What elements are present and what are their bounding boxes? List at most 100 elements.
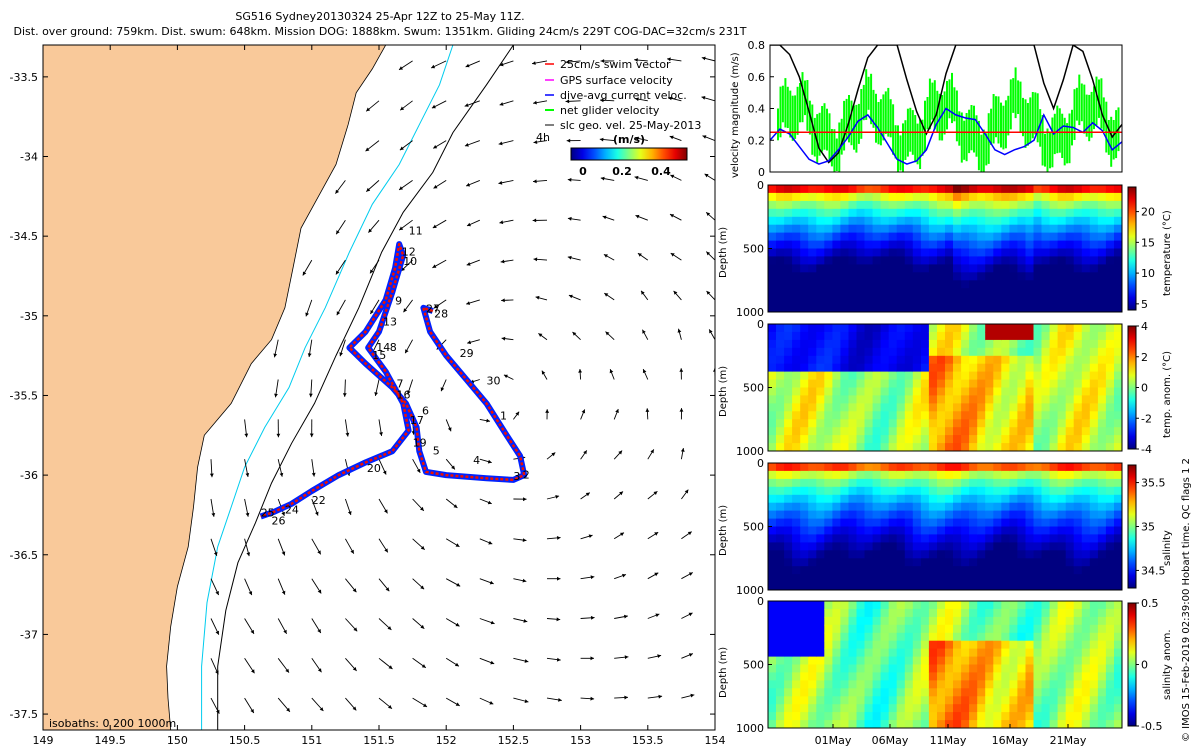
current-vector-head bbox=[433, 184, 438, 189]
current-vector-head bbox=[487, 500, 492, 505]
track-day-label: 27 bbox=[426, 303, 440, 316]
current-vector-head bbox=[350, 549, 354, 554]
current-vector-head bbox=[602, 215, 607, 220]
current-vector-head bbox=[307, 353, 312, 357]
current-vector-head bbox=[382, 470, 387, 475]
current-vector-head bbox=[215, 670, 219, 675]
current-vector-head bbox=[604, 293, 609, 297]
current-vector-head bbox=[388, 705, 392, 709]
current-vector-head bbox=[565, 60, 570, 64]
current-vector-head bbox=[667, 57, 671, 62]
current-vector-head bbox=[634, 58, 638, 62]
current-vector-head bbox=[654, 572, 659, 577]
current-vector-head bbox=[433, 304, 438, 309]
current-vector-head bbox=[706, 291, 711, 295]
current-vector-head bbox=[653, 491, 658, 495]
track-day-label: 14 bbox=[376, 341, 390, 354]
current-vector-head bbox=[336, 311, 341, 316]
tanom-colorbar-label: temp. anom. (°C) bbox=[1162, 351, 1173, 438]
velocity-ylabel: velocity magnitude (m/s) bbox=[730, 52, 741, 178]
track-day-label: 20 bbox=[367, 462, 381, 475]
current-vector-head bbox=[281, 511, 285, 516]
current-vector bbox=[714, 457, 715, 460]
glider-track bbox=[259, 241, 528, 520]
track-day-label: 11 bbox=[409, 225, 423, 238]
current-vector-head bbox=[209, 473, 214, 478]
isobath-200m bbox=[201, 45, 454, 730]
current-vector-head bbox=[399, 66, 403, 70]
current-vector-head bbox=[353, 627, 358, 632]
current-vector-head bbox=[352, 588, 357, 593]
current-vector-head bbox=[551, 452, 556, 457]
current-vector-head bbox=[447, 427, 452, 432]
track-day-label: 30 bbox=[487, 374, 501, 387]
current-vector-head bbox=[533, 140, 538, 144]
current-vector-head bbox=[556, 657, 561, 662]
sanom-depth-label: Depth (m) bbox=[718, 646, 729, 698]
current-vector-head bbox=[490, 620, 495, 625]
current-vector-head bbox=[499, 62, 504, 67]
current-vector-head bbox=[379, 432, 383, 436]
track-day-label: 6 bbox=[422, 405, 429, 418]
current-vector-head bbox=[416, 468, 421, 473]
track-day-label: 9 bbox=[395, 295, 402, 308]
map-ytick-label: -36 bbox=[20, 469, 38, 482]
current-vector-head bbox=[565, 99, 570, 104]
current-vector-head bbox=[399, 186, 403, 190]
current-vector-head bbox=[600, 98, 604, 103]
current-vector-head bbox=[523, 619, 528, 623]
tanom-depth-label: Depth (m) bbox=[718, 365, 729, 417]
current-vector-head bbox=[245, 473, 250, 477]
current-vector-head bbox=[567, 177, 572, 182]
current-vector-head bbox=[522, 538, 527, 542]
current-vector-head bbox=[709, 329, 713, 334]
current-vector bbox=[714, 497, 715, 499]
current-vector-head bbox=[538, 333, 543, 337]
current-vector-head bbox=[421, 664, 426, 668]
current-vector-head bbox=[642, 369, 647, 374]
current-vector-head bbox=[567, 216, 572, 221]
current-vector-head bbox=[432, 224, 437, 228]
current-vector-head bbox=[677, 328, 682, 333]
current-vector-head bbox=[431, 104, 436, 109]
current-vector-head bbox=[684, 489, 689, 494]
current-vector-head bbox=[279, 472, 284, 477]
current-vector-head bbox=[600, 59, 605, 63]
current-vector-head bbox=[557, 576, 561, 581]
current-vector-head bbox=[578, 369, 582, 373]
track-day-label: 28 bbox=[434, 307, 448, 320]
current-vector-head bbox=[555, 495, 560, 499]
current-vector-head bbox=[624, 655, 629, 660]
current-vector bbox=[714, 618, 715, 619]
sanom-colorbar-label: salinity anom. bbox=[1162, 629, 1173, 700]
track-day-label: 16 bbox=[397, 389, 411, 402]
current-vector-head bbox=[688, 572, 693, 576]
map-xtick-label: 150 bbox=[167, 734, 188, 747]
current-vector-head bbox=[490, 660, 495, 665]
track-day-label: 19 bbox=[413, 436, 427, 449]
legend-scale-label: 4h bbox=[536, 131, 550, 144]
current-vector-head bbox=[420, 506, 424, 511]
current-vector-head bbox=[374, 392, 378, 396]
current-vector-head bbox=[250, 709, 254, 713]
current-vector-head bbox=[368, 228, 373, 233]
current-vector-head bbox=[581, 409, 586, 414]
current-vector-head bbox=[590, 656, 594, 661]
current-vector-head bbox=[670, 253, 675, 257]
current-vector-head bbox=[701, 56, 706, 61]
current-vector-head bbox=[679, 408, 684, 412]
track-day-label: 4 bbox=[473, 454, 480, 467]
current-vector-head bbox=[524, 659, 529, 663]
current-vector-head bbox=[407, 390, 411, 395]
track-day-label: 2 bbox=[523, 468, 530, 481]
current-vector bbox=[714, 578, 715, 579]
current-vector-head bbox=[215, 630, 219, 635]
current-vector-head bbox=[352, 667, 357, 671]
current-vector-head bbox=[305, 312, 309, 317]
current-vector-head bbox=[384, 509, 388, 514]
current-vector-head bbox=[687, 531, 692, 536]
current-vector-head bbox=[345, 432, 350, 437]
current-vector-head bbox=[622, 573, 626, 578]
map-xtick-label: 149 bbox=[33, 734, 54, 747]
colorbar-tick-0: 0 bbox=[579, 165, 587, 178]
